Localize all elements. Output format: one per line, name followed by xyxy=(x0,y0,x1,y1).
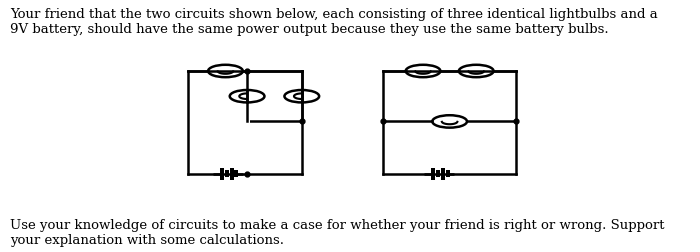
Text: Your friend that the two circuits shown below, each consisting of three identica: Your friend that the two circuits shown … xyxy=(10,8,657,36)
Text: Use your knowledge of circuits to make a case for whether your friend is right o: Use your knowledge of circuits to make a… xyxy=(10,219,664,247)
